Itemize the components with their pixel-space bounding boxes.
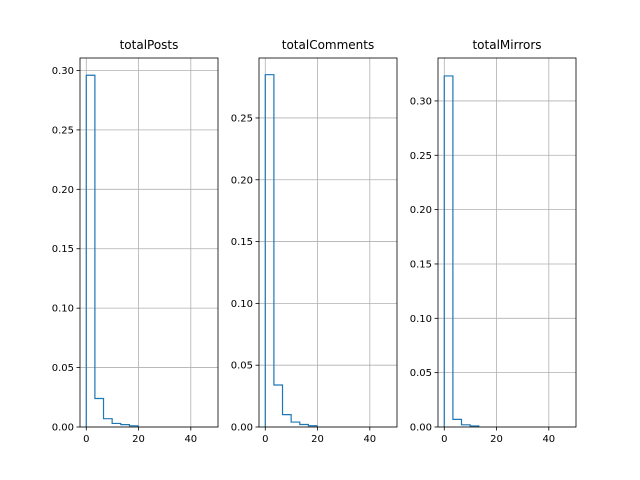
- histogram-panel-totalMirrors: 0 20 40 0.00 0.05 0.10 0.15 0.20 0.25 0.30 totalMi…: [410, 38, 577, 445]
- y-tick-label: 0.10: [410, 314, 432, 325]
- y-tick-label: 0.00: [410, 423, 432, 434]
- y-tick-label: 0.00: [52, 423, 74, 434]
- y-tick-label: 0.05: [231, 361, 253, 372]
- y-tick-label: 0.30: [52, 66, 74, 77]
- histogram-step-line: [85, 74, 139, 427]
- histogram-panel-totalPosts: 0 20 40 0.00 0.05 0.10 0.15 0.20 0.25 0.30 totalPo…: [52, 38, 219, 445]
- y-tick-label: 0.20: [410, 205, 432, 216]
- panel-title: totalMirrors: [472, 38, 541, 52]
- y-tick-label: 0.05: [52, 363, 74, 374]
- y-tick-label: 0.20: [52, 185, 74, 196]
- histogram-step-line: [443, 75, 480, 427]
- axes-frame: [258, 57, 398, 428]
- x-tick-label: 0: [83, 434, 89, 445]
- histogram-bin: [95, 398, 104, 427]
- histogram-bin: [291, 422, 300, 427]
- y-tick-label: 0.25: [52, 125, 74, 136]
- x-tick-label: 0: [262, 434, 268, 445]
- x-tick-label: 20: [311, 434, 324, 445]
- y-tick-label: 0.30: [410, 96, 432, 107]
- histogram-step-line: [264, 74, 318, 427]
- x-tick-label: 20: [132, 434, 145, 445]
- y-tick-label: 0.25: [410, 151, 432, 162]
- axes-frame: [437, 57, 577, 428]
- histogram-bin: [283, 415, 292, 427]
- y-tick-label: 0.15: [410, 259, 432, 270]
- histogram-bin: [104, 419, 113, 427]
- histogram-panel-totalComments: 0 20 40 0.00 0.05 0.10 0.15 0.20 0.25 totalCommen…: [231, 38, 398, 445]
- histogram-bin: [274, 385, 283, 427]
- histogram-bin: [265, 75, 274, 427]
- x-tick-label: 20: [490, 434, 503, 445]
- y-tick-label: 0.15: [52, 244, 74, 255]
- histogram-bin: [86, 75, 95, 427]
- y-tick-label: 0.15: [231, 237, 253, 248]
- panel-title: totalComments: [282, 38, 374, 52]
- y-tick-label: 0.05: [410, 368, 432, 379]
- y-tick-label: 0.00: [231, 423, 253, 434]
- x-tick-label: 0: [441, 434, 447, 445]
- histogram-bin: [444, 76, 453, 427]
- y-tick-label: 0.10: [52, 304, 74, 315]
- y-tick-label: 0.25: [231, 113, 253, 124]
- x-tick-label: 40: [363, 434, 376, 445]
- y-tick-label: 0.20: [231, 175, 253, 186]
- histogram-bin: [453, 419, 462, 427]
- panel-title: totalPosts: [120, 38, 179, 52]
- axes-frame: [79, 57, 219, 428]
- y-tick-label: 0.10: [231, 299, 253, 310]
- x-tick-label: 40: [184, 434, 197, 445]
- x-tick-label: 40: [542, 434, 555, 445]
